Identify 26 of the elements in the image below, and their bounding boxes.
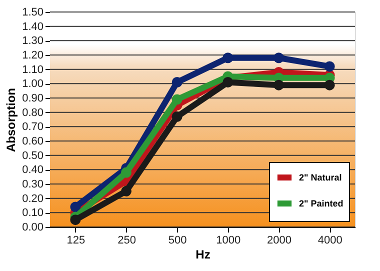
legend-label: 2" Painted — [299, 198, 344, 208]
x-tick-label: 4000 — [318, 234, 342, 246]
y-tick-label: 1.30 — [22, 35, 44, 48]
y-tick-label: 0.30 — [22, 178, 44, 190]
y-tick-label: 1.10 — [22, 64, 44, 76]
x-tick-label: 500 — [168, 234, 187, 246]
x-axis-title: Hz — [196, 248, 210, 262]
y-tick-label: 0.90 — [22, 92, 44, 104]
x-tick-label: 125 — [66, 234, 86, 246]
y-tick-label: 1.20 — [22, 50, 44, 62]
y-tick-label: 1.00 — [22, 78, 44, 90]
y-tick-label: 0.50 — [22, 150, 44, 162]
y-tick-label: 1.50 — [22, 6, 44, 18]
y-tick-label: 0.00 — [22, 222, 44, 234]
x-tick-label: 2000 — [267, 234, 292, 246]
legend-label: 2" Natural — [299, 172, 342, 182]
x-tick-label: 1000 — [216, 234, 241, 246]
y-tick-label: 0.40 — [22, 164, 44, 176]
y-tick-label: 0.10 — [22, 207, 44, 220]
y-tick-label: 0.80 — [22, 106, 44, 119]
y-tick-label: 1.40 — [22, 20, 44, 33]
y-tick-label: 0.20 — [22, 192, 44, 205]
y-tick-label: 0.70 — [22, 121, 44, 134]
x-tick-label: 250 — [118, 234, 136, 246]
y-tick-label: 0.60 — [22, 136, 44, 148]
y-axis-title: Absorption — [4, 88, 18, 152]
